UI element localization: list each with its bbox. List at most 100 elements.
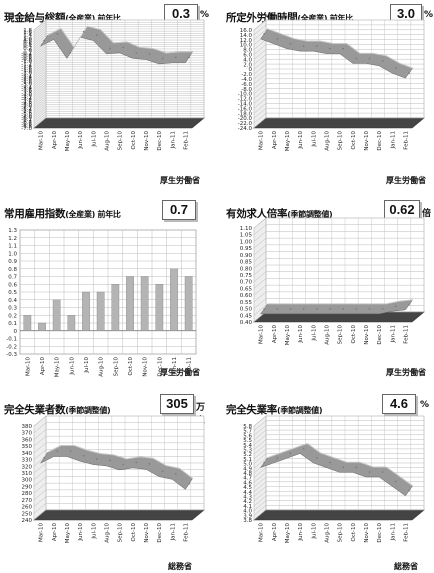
y-tick-label: 0.1 (8, 321, 17, 327)
y-tick-label: 0.8 (23, 39, 32, 45)
panel-overtime: 所定外労働時間(全産業) 前年比 3.0 % 16.0 14.0 12.0 10.0 8… (222, 0, 434, 187)
x-tick-label: Jun-10 (78, 523, 84, 542)
data-point (56, 450, 59, 452)
y-tick-label: -6.6 (21, 122, 32, 128)
y-tick-label: 330 (22, 458, 33, 464)
data-point (188, 56, 190, 59)
panel-title: 常用雇用指数(全産業) 前年比 (4, 208, 121, 220)
chart-unemployment-rate: 5.85.75.65.55.45.35.25.15.04.94.84.74.64… (243, 415, 425, 544)
panel-job-openings-ratio: 有効求人倍率(季節調整値) 0.62 倍 1.10 1.05 1.00 0.95 0.9… (222, 192, 434, 379)
y-tick-label: -2.2 (21, 73, 32, 79)
latest-value-box: 4.6 (382, 394, 416, 414)
data-point (316, 45, 318, 47)
y-tick-label: -1.8 (21, 68, 32, 74)
y-tick-label: -3.0 (21, 81, 32, 87)
y-tick-label: 3.9 (243, 513, 252, 519)
y-tick-label: 6.0 (243, 53, 252, 59)
y-tick-label: -5.8 (21, 113, 32, 119)
y-tick-label: 380 (22, 424, 33, 430)
y-tick-label: 4.5 (243, 485, 252, 491)
data-point (263, 461, 265, 464)
data-point (148, 462, 151, 465)
y-tick-label: -22.0 (238, 121, 253, 127)
y-tick-label: 0.5 (8, 290, 17, 296)
y-tick-label: -5.0 (21, 104, 32, 110)
y-tick-label: -0.1 (6, 337, 17, 343)
data-point (148, 53, 151, 55)
y-tick-label: 1.10 (240, 226, 253, 232)
x-tick-label: Mar-10 (25, 357, 31, 377)
y-tick-label: -20.0 (238, 116, 253, 122)
y-tick-label: 0.60 (240, 293, 253, 299)
x-tick-label: Jul-10 (91, 131, 97, 148)
y-tick-label: 280 (22, 491, 33, 497)
x-tick-label: Oct-10 (351, 325, 357, 344)
data-point (161, 57, 164, 60)
source-label: 厚生労働省 (386, 176, 426, 185)
latest-value-box: 305 (160, 394, 194, 414)
chart-job-openings-ratio: 1.101.051.000.950.900.850.800.750.700.65… (240, 217, 425, 345)
data-point (43, 456, 45, 459)
data-point (395, 67, 397, 69)
y-tick-label: 4.4 (243, 490, 252, 496)
y-tick-label: 1.2 (23, 35, 32, 41)
x-tick-label: Jul-10 (311, 131, 317, 148)
y-tick-label: 0 (29, 48, 33, 54)
y-tick-label: -3.2 (21, 84, 32, 90)
x-tick-label: Jul-10 (311, 523, 317, 540)
bar (67, 315, 76, 331)
y-tick-label: -6.0 (21, 115, 32, 121)
x-tick-label: Nov-10 (144, 523, 150, 543)
x-tick-label: May-10 (285, 523, 291, 544)
data-point (368, 308, 371, 310)
y-tick-label: -6.4 (21, 119, 32, 125)
x-tick-label: Feb-11 (403, 131, 409, 150)
y-tick-label: -1.4 (21, 64, 32, 70)
data-point (175, 473, 177, 475)
y-tick-label: 3.8 (243, 518, 252, 524)
series-line (267, 442, 413, 487)
y-tick-label: 0.95 (240, 246, 253, 252)
bar (23, 315, 32, 331)
x-tick-label: Dec-10 (377, 325, 383, 345)
y-tick-label: -0.6 (21, 55, 32, 61)
x-tick-label: Apr-10 (52, 131, 58, 150)
data-point (96, 34, 98, 36)
data-point (342, 466, 344, 469)
source-label: 総務省 (394, 562, 418, 571)
y-tick-label: -5.6 (21, 110, 32, 116)
y-tick-label: 310 (22, 471, 33, 477)
data-point (329, 47, 331, 50)
x-tick-label: Dec-10 (377, 131, 383, 151)
y-tick-label: 4.0 (243, 509, 252, 515)
y-tick-label: -18.0 (238, 111, 253, 117)
x-tick-label: Jul-10 (311, 325, 317, 342)
x-tick-label: Oct-10 (131, 131, 137, 150)
y-tick-label: -2.8 (21, 79, 32, 85)
bar (184, 276, 193, 331)
y-tick-label: 4.7 (243, 476, 252, 482)
x-tick-label: Jan-11 (172, 357, 178, 375)
y-tick-label: 4.6 (243, 480, 252, 486)
x-tick-label: Dec-10 (157, 357, 163, 377)
x-tick-label: Feb-11 (183, 523, 189, 542)
x-tick-label: Nov-10 (364, 325, 370, 345)
x-tick-label: Aug-10 (324, 325, 330, 345)
y-tick-label: 340 (22, 451, 33, 457)
data-point (408, 304, 410, 306)
y-tick-label: 360 (22, 437, 33, 443)
y-tick-label: 5.3 (243, 448, 252, 454)
y-tick-label: 0.75 (240, 273, 253, 279)
y-tick-label: 1.2 (8, 236, 17, 242)
data-point (122, 46, 124, 49)
y-tick-label: -3.8 (21, 90, 32, 96)
y-tick-label: 14.0 (240, 33, 253, 39)
floor (33, 509, 205, 521)
y-tick-label: 4.2 (243, 499, 252, 505)
y-tick-label: 0.7 (8, 275, 17, 281)
series-line (267, 28, 413, 69)
y-tick-label: -4.0 (241, 77, 252, 83)
y-tick-label: 2.0 (243, 62, 252, 68)
x-tick-label: Feb-11 (403, 523, 409, 542)
data-point (69, 450, 72, 452)
